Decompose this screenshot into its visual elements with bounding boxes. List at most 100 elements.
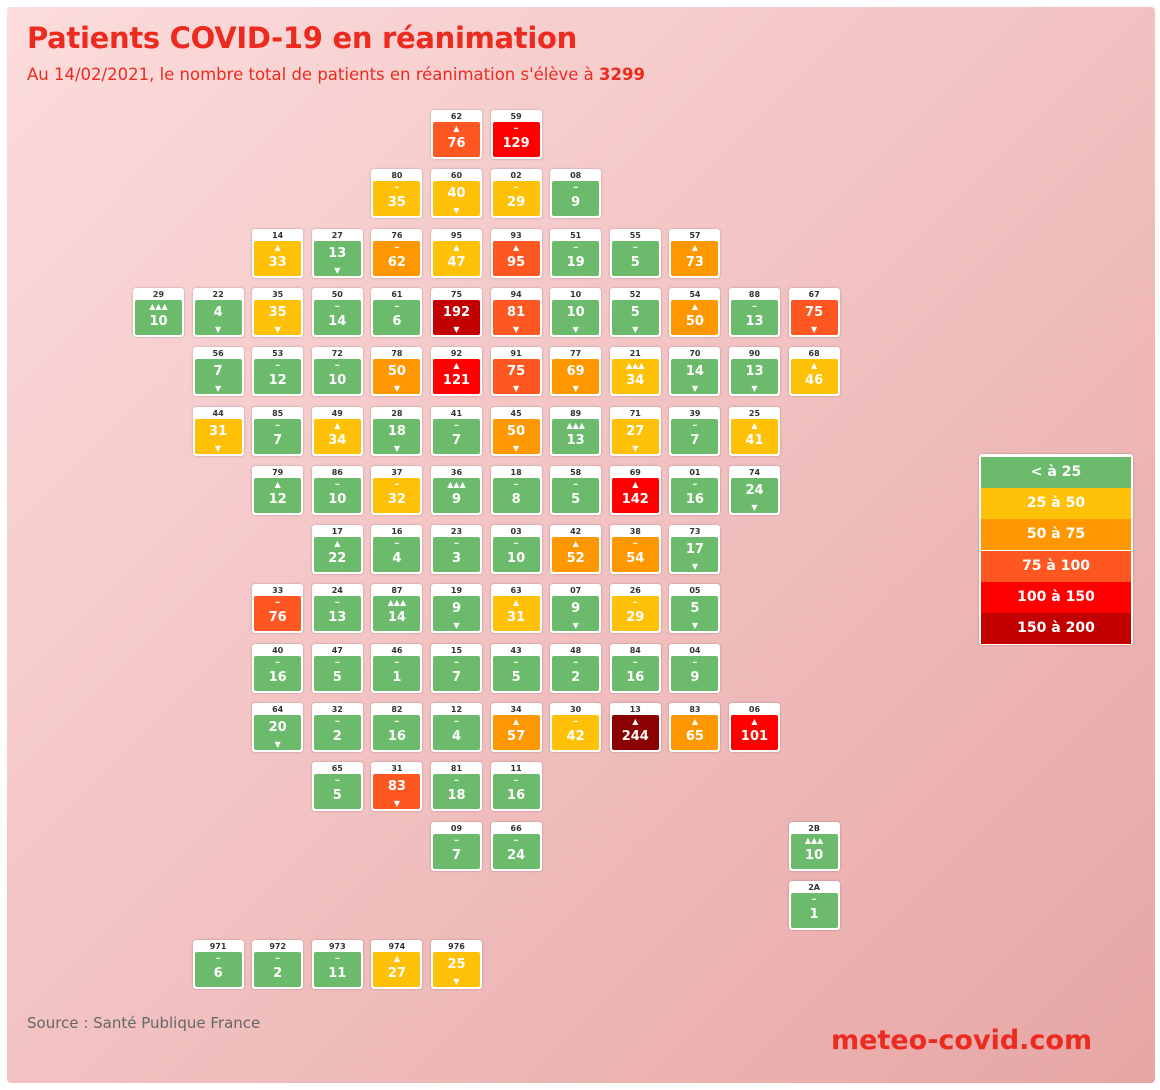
trend-down-icon: ▼ [751,502,758,512]
trend-stable-icon: – [513,834,519,846]
department-tile-31: 31 ▼ 83 [371,762,423,812]
icu-count: 16 [507,788,526,804]
department-code: 03 [510,527,522,537]
value-box: ▲▲▲ 14 [373,596,421,632]
trend-stable-icon: – [454,775,459,787]
department-code: 33 [272,586,284,596]
icu-count: 18 [447,788,466,804]
trend-up-icon: ▲ [691,301,698,311]
department-tile-75: 75 ▼ 192 [431,287,482,337]
department-tile-19: 19 ▼ 9 [431,584,482,634]
value-box: ▲ 95 [492,240,540,276]
department-tile-84: 84–16 [609,643,661,693]
value-box: –12 [254,359,302,395]
trend-up-icon: ▲ [513,242,520,252]
trend-stable-icon: – [275,656,281,668]
icu-count: 7 [451,847,462,863]
legend-item: 75 à 100 [981,550,1131,582]
department-code: 11 [510,764,522,774]
icu-count: 13 [328,245,347,261]
icu-count: 14 [685,364,704,380]
value-box: ▲▲▲ 13 [552,418,600,454]
value-box: –10 [313,359,361,395]
trend-down-icon: ▼ [572,384,579,394]
department-tile-79: 79 ▲ 12 [252,465,304,515]
value-box: –7 [433,655,480,691]
department-tile-92: 92 ▲ 121 [431,347,482,397]
trend-down-icon: ▼ [691,621,698,631]
department-tile-22: 22 ▼ 4 [192,287,244,337]
icu-count: 16 [387,729,406,744]
icu-count: 17 [685,542,704,558]
department-tile-88: 88–13 [729,287,780,337]
trend-down-icon: ▼ [393,384,400,394]
department-tile-55: 55–5 [609,228,661,278]
department-tile-39: 39–7 [669,406,721,456]
department-code: 972 [269,942,287,952]
department-code: 61 [391,289,403,299]
value-box: ▲ 12 [254,477,302,513]
value-box: –5 [492,655,540,691]
icu-count: 75 [805,304,824,320]
department-code: 21 [629,349,641,359]
trend-stable-icon: – [454,419,459,431]
department-tile-82: 82 – 16 [371,703,423,752]
department-code: 51 [570,230,582,240]
trend-stable-icon: – [632,656,638,668]
department-code: 60 [450,171,463,181]
value-box: –16 [611,655,659,691]
department-tile-94: 94 ▼ 81 [490,287,542,337]
icu-count: 12 [268,491,287,507]
value-box: –35 [373,181,421,217]
department-code: 53 [272,349,284,359]
icu-count: 69 [566,364,585,380]
department-tile-52: 52 ▼ 5 [609,287,661,337]
department-tile-67: 67 ▼ 75 [788,287,840,337]
icu-count: 7 [451,432,462,448]
legend-item: 25 à 50 [981,488,1131,520]
department-code: 63 [510,586,522,596]
department-code: 88 [748,289,761,299]
trend-down-icon: ▼ [632,324,639,334]
department-code: 87 [391,586,403,596]
value-box: –10 [313,477,361,513]
value-box: –16 [492,774,540,810]
value-box: ▼ 14 [671,359,719,395]
department-code: 25 [748,408,761,418]
brand-logo: meteo-covid.com [831,1025,1093,1056]
value-box: ▲ 27 [373,952,421,988]
department-tile-33: 33–76 [252,584,304,634]
icu-count: 5 [630,254,640,270]
value-box: –18 [433,774,480,810]
department-tile-34: 34 ▲ 57 [490,703,542,752]
department-tile-11: 11–16 [490,762,542,812]
department-code: 04 [689,645,701,655]
trend-stable-icon: – [454,716,459,727]
department-code: 36 [450,467,463,477]
department-tile-43: 43–5 [490,643,542,693]
department-code: 35 [272,289,284,299]
value-box: ▼ 83 [373,774,421,810]
department-code: 66 [510,823,522,833]
department-code: 64 [272,705,284,714]
department-tile-58: 58–5 [550,465,602,515]
department-code: 79 [272,467,284,477]
icu-count: 11 [328,966,347,982]
icu-count: 9 [451,601,462,617]
trend-up-icon: ▲ [691,242,698,252]
value-box: – 129 [492,122,540,157]
icu-count: 24 [507,847,526,863]
trend-stable-icon: – [811,893,817,905]
value-box: –8 [492,477,540,513]
icu-count: 9 [571,601,581,617]
department-code: 42 [570,527,582,537]
department-tile-62: 62 ▲ 76 [431,110,482,159]
department-tile-29: 29 ▲▲▲ 10 [133,287,184,337]
department-tile-06: 06 ▲ 101 [729,703,780,752]
trend-stable-icon: – [394,478,400,490]
department-tile-03: 03–10 [490,525,542,575]
legend-item: 100 à 150 [981,581,1131,613]
department-code: 37 [391,467,403,477]
department-tile-60: 60 ▼ 40 [431,169,482,219]
department-code: 77 [570,349,582,359]
